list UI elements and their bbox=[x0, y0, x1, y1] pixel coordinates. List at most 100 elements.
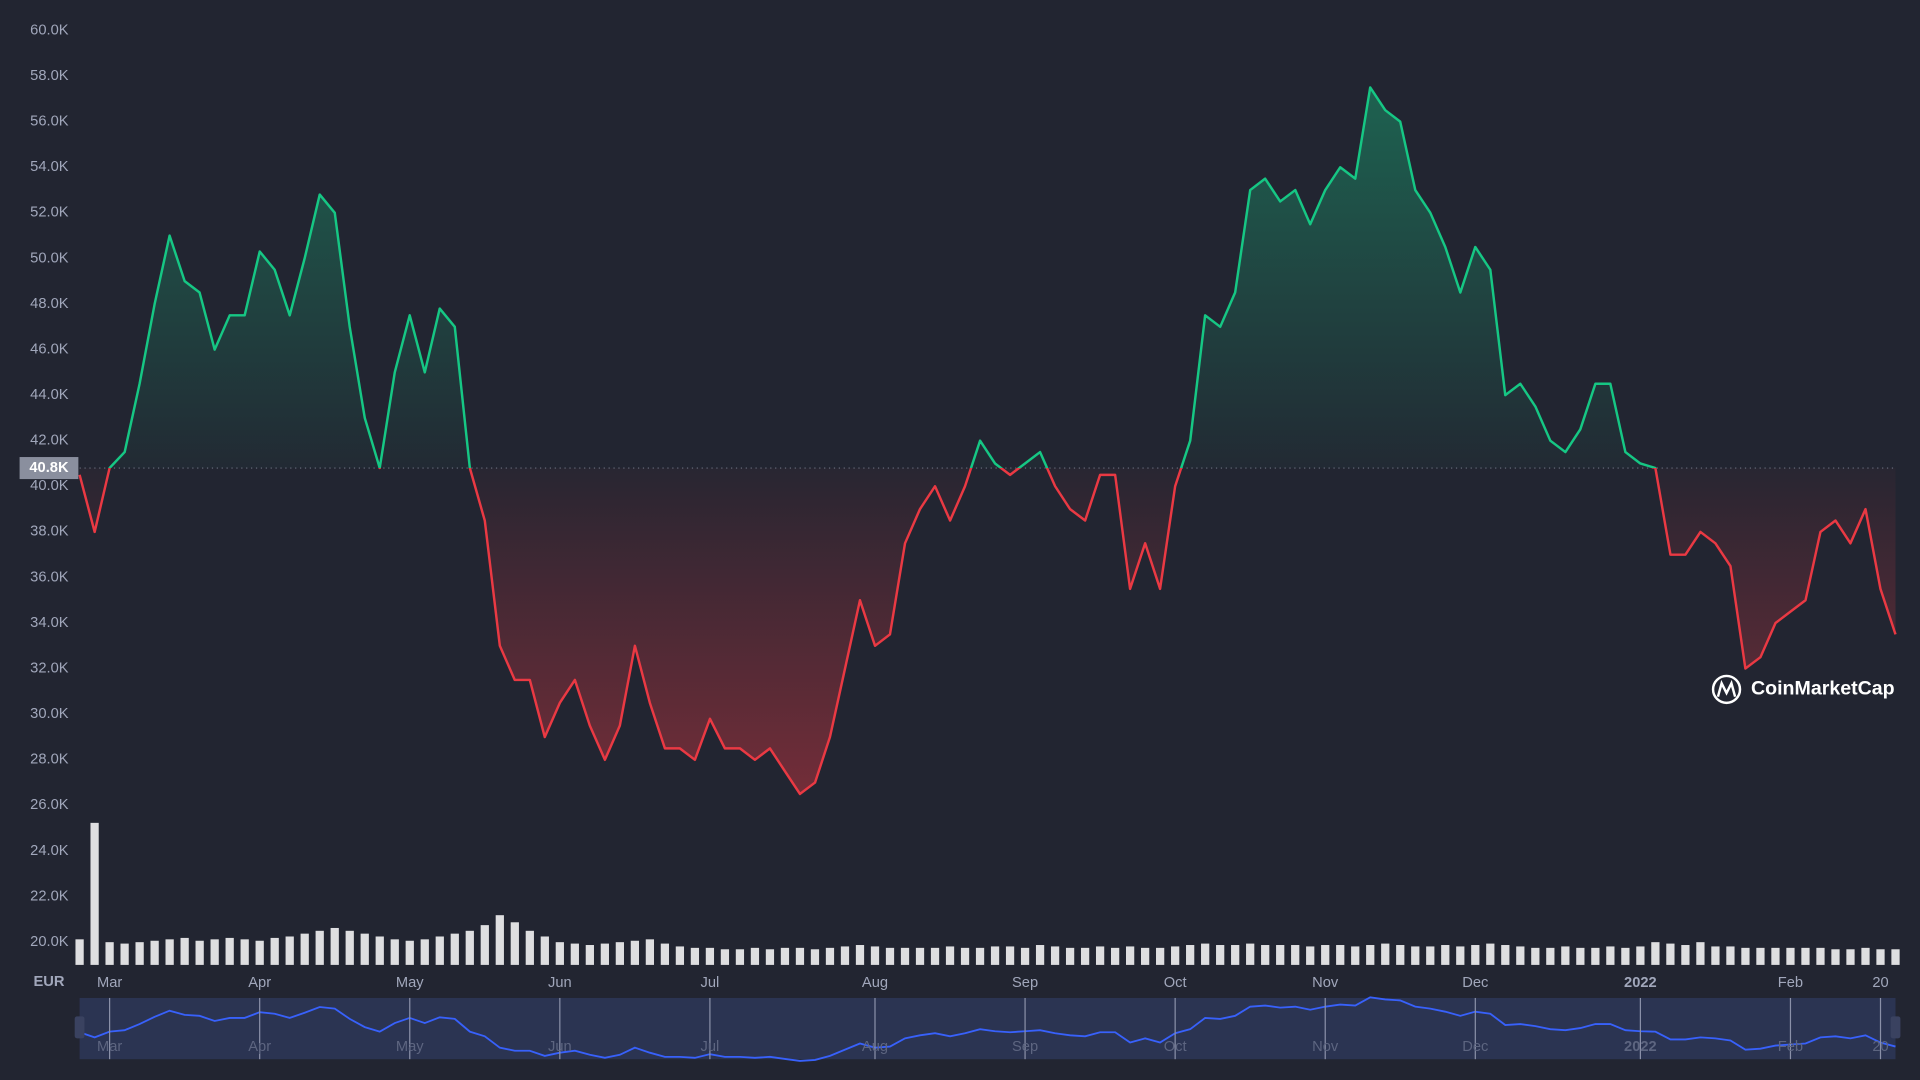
volume-bar bbox=[765, 949, 775, 965]
volume-bar bbox=[1876, 949, 1885, 965]
volume-bar bbox=[1321, 945, 1330, 965]
volume-bar bbox=[240, 939, 249, 965]
x-tick-label: Aug bbox=[862, 975, 888, 991]
y-tick-label: 24.0K bbox=[30, 843, 69, 859]
y-tick-label: 28.0K bbox=[30, 752, 69, 768]
volume-bar bbox=[1080, 947, 1090, 965]
y-tick-label: 34.0K bbox=[30, 615, 69, 631]
volume-bar bbox=[315, 930, 324, 965]
volume-bar bbox=[600, 943, 609, 965]
volume-bar bbox=[480, 925, 489, 965]
volume-bar bbox=[1005, 946, 1015, 965]
x-tick-label: 2022 bbox=[1624, 975, 1657, 991]
volume-bar bbox=[1306, 946, 1315, 965]
volume-bar bbox=[720, 949, 730, 965]
volume-bar bbox=[375, 936, 384, 965]
volume-bar bbox=[1156, 947, 1165, 965]
volume-bar bbox=[180, 937, 189, 965]
volume-bar bbox=[1110, 947, 1120, 965]
x-tick-label: Mar bbox=[97, 975, 122, 991]
volume-bar bbox=[585, 945, 594, 965]
currency-label: EUR bbox=[33, 974, 64, 990]
watermark-logo bbox=[1711, 674, 1742, 705]
volume-bar bbox=[1831, 949, 1840, 965]
volume-bar bbox=[210, 939, 219, 965]
volume-bar bbox=[615, 942, 624, 965]
volume-bar bbox=[405, 940, 414, 965]
volume-bar bbox=[1516, 946, 1525, 965]
volume-bar bbox=[1786, 947, 1795, 965]
volume-bar bbox=[1471, 945, 1480, 965]
volume-bar bbox=[825, 947, 835, 965]
volume-bar bbox=[1261, 945, 1270, 965]
volume-bar bbox=[1711, 946, 1720, 965]
volume-bar bbox=[1816, 947, 1825, 965]
volume-bar bbox=[660, 943, 670, 965]
volume-bar bbox=[900, 947, 910, 965]
y-tick-label: 50.0K bbox=[30, 250, 69, 266]
x-tick-label: Nov bbox=[1312, 975, 1339, 991]
volume-bar bbox=[750, 947, 760, 965]
volume-bar bbox=[1501, 945, 1510, 965]
volume-bar bbox=[1351, 946, 1360, 965]
volume-bar bbox=[525, 930, 534, 965]
volume-bar bbox=[420, 939, 429, 965]
navigator-label: 2022 bbox=[1624, 1039, 1657, 1055]
volume-bar bbox=[1396, 945, 1405, 965]
volume-bar bbox=[1801, 947, 1810, 965]
volume-bar bbox=[1486, 943, 1495, 965]
volume-bar bbox=[1441, 945, 1450, 965]
volume-bar bbox=[1546, 947, 1555, 965]
volume-bar bbox=[495, 915, 504, 965]
volume-bar bbox=[690, 947, 700, 965]
x-tick-label: May bbox=[396, 975, 424, 991]
volume-bar bbox=[1095, 946, 1105, 965]
volume-bar bbox=[90, 822, 99, 965]
volume-bar bbox=[390, 939, 399, 965]
volume-bar bbox=[1696, 942, 1705, 965]
y-tick-label: 20.0K bbox=[30, 934, 69, 950]
volume-bar bbox=[225, 937, 234, 965]
navigator-label: Nov bbox=[1312, 1039, 1339, 1055]
volume-bar bbox=[1651, 942, 1660, 965]
volume-bar bbox=[840, 946, 850, 965]
volume-bar bbox=[1456, 946, 1465, 965]
volume-bar bbox=[1246, 943, 1255, 965]
volume-bar bbox=[675, 946, 685, 965]
y-tick-label: 36.0K bbox=[30, 569, 69, 585]
watermark: CoinMarketCap bbox=[1751, 678, 1895, 700]
navigator-label: Dec bbox=[1462, 1039, 1488, 1055]
y-tick-label: 22.0K bbox=[30, 888, 69, 904]
navigator-handle-left bbox=[74, 1016, 85, 1039]
volume-bar bbox=[1231, 945, 1240, 965]
y-tick-label: 32.0K bbox=[30, 660, 69, 676]
volume-bar bbox=[1846, 949, 1855, 965]
y-tick-label: 48.0K bbox=[30, 296, 69, 312]
volume-bar bbox=[465, 930, 474, 965]
y-tick-label: 44.0K bbox=[30, 387, 69, 403]
volume-bar bbox=[1621, 947, 1630, 965]
y-tick-label: 52.0K bbox=[30, 205, 69, 221]
price-line bbox=[78, 86, 1897, 796]
volume-bar bbox=[540, 936, 549, 965]
volume-bar bbox=[1606, 946, 1615, 965]
navigator-label: Aug bbox=[862, 1039, 888, 1055]
volume-bar bbox=[270, 937, 279, 965]
navigator-label: 20 bbox=[1872, 1039, 1888, 1055]
volume-bar bbox=[1666, 943, 1675, 965]
volume-bar bbox=[1636, 946, 1645, 965]
volume-bar bbox=[1291, 945, 1300, 965]
navigator-label: Mar bbox=[97, 1039, 122, 1055]
volume-bar bbox=[1336, 945, 1345, 965]
volume-bar bbox=[300, 933, 309, 965]
navigator-label: Jun bbox=[548, 1039, 572, 1055]
y-tick-label: 26.0K bbox=[30, 797, 69, 813]
volume-bar bbox=[555, 942, 564, 965]
y-tick-label: 38.0K bbox=[30, 524, 69, 540]
volume-bar bbox=[510, 922, 519, 965]
volume-bar bbox=[1125, 946, 1135, 965]
navigator-label: Feb bbox=[1778, 1039, 1803, 1055]
volume-bar bbox=[885, 947, 895, 965]
